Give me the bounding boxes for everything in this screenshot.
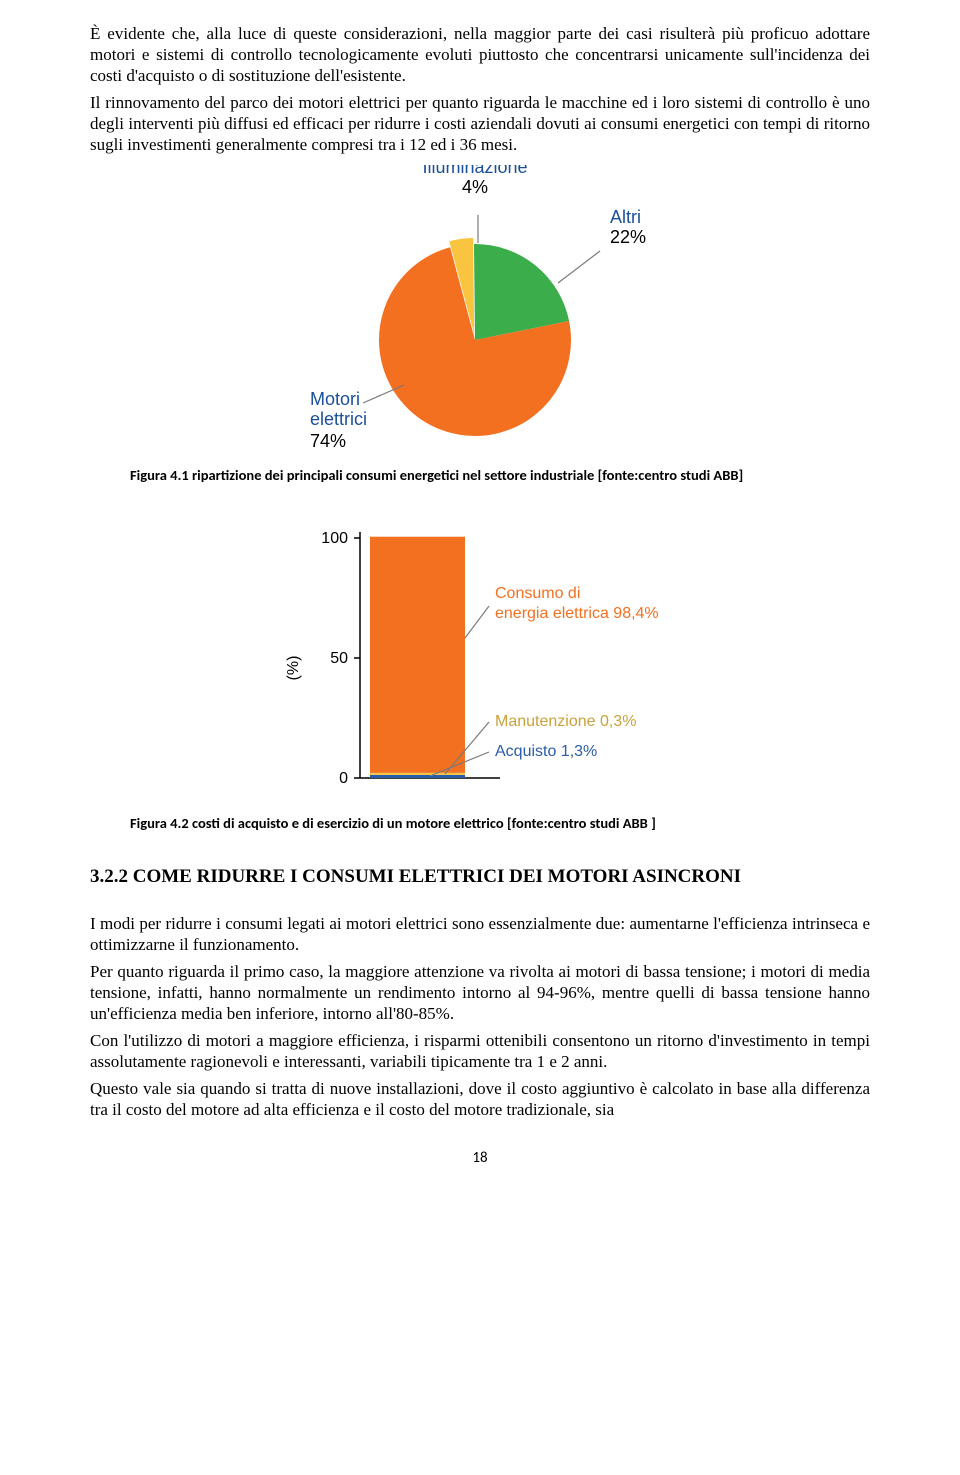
svg-text:100: 100 <box>321 530 348 547</box>
svg-text:Consumo di: Consumo di <box>495 585 580 602</box>
svg-text:Motori: Motori <box>310 389 360 409</box>
svg-text:0: 0 <box>339 770 348 787</box>
figure-bar: 0 50 100 (%) Consumo di energia elettrica 98,… <box>90 508 870 808</box>
paragraph: Per quanto riguarda il primo caso, la ma… <box>90 962 870 1025</box>
paragraph: È evidente che, alla luce di queste cons… <box>90 24 870 87</box>
pie-svg: Illuminazione4% Altri22% Motorielettrici74… <box>300 165 660 460</box>
paragraph: Questo vale sia quando si tratta di nuov… <box>90 1079 870 1121</box>
paragraph: Con l'utilizzo di motori a maggiore effi… <box>90 1031 870 1073</box>
svg-text:4%: 4% <box>462 177 488 197</box>
svg-text:74%: 74% <box>310 431 346 451</box>
svg-text:22%: 22% <box>610 227 646 247</box>
svg-text:elettrici: elettrici <box>310 409 367 429</box>
section-heading: 3.2.2 COME RIDURRE I CONSUMI ELETTRICI D… <box>90 866 870 888</box>
svg-text:Altri: Altri <box>610 207 641 227</box>
paragraph: I modi per ridurre i consumi legati ai m… <box>90 914 870 956</box>
bar-chart: 0 50 100 (%) Consumo di energia elettrica 98,… <box>270 508 690 808</box>
svg-text:Manutenzione 0,3%: Manutenzione 0,3% <box>495 713 636 730</box>
svg-text:energia elettrica 98,4%: energia elettrica 98,4% <box>495 605 659 622</box>
figure-caption: Figura 4.2 costi di acquisto e di eserci… <box>90 814 870 832</box>
svg-text:Illuminazione: Illuminazione <box>422 165 527 177</box>
figure-caption: Figura 4.1 ripartizione dei principali c… <box>90 466 870 484</box>
paragraph: Il rinnovamento del parco dei motori ele… <box>90 93 870 156</box>
svg-text:(%): (%) <box>285 656 302 681</box>
svg-text:50: 50 <box>330 650 348 667</box>
pie-chart: Illuminazione4% Altri22% Motorielettrici74… <box>300 165 660 460</box>
page-number: 18 <box>90 1149 870 1167</box>
figure-pie: Illuminazione4% Altri22% Motorielettrici74… <box>90 165 870 460</box>
document-page: È evidente che, alla luce di queste cons… <box>0 0 960 1197</box>
svg-text:Acquisto 1,3%: Acquisto 1,3% <box>495 743 597 760</box>
